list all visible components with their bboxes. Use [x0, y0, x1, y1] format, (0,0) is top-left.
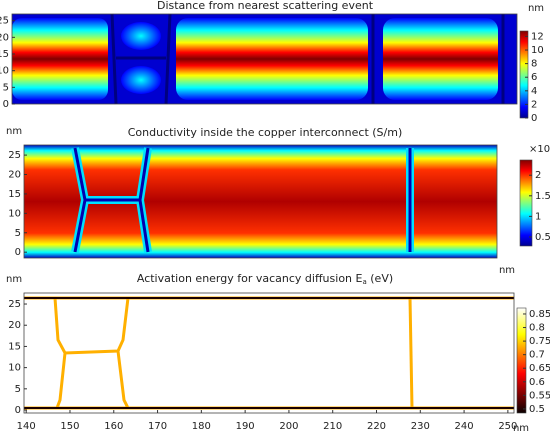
x-unit: nm: [513, 423, 529, 432]
colorbar: [516, 307, 527, 414]
colorbar-tick-label: 0.75: [529, 336, 550, 347]
y-tick-label: 10: [8, 208, 21, 219]
title-text: Conductivity inside the copper interconn…: [128, 126, 403, 139]
x-tick-label: 220: [367, 421, 386, 432]
x-tick-label: 250: [498, 421, 517, 432]
y-tick-label: 5: [15, 228, 21, 239]
y-tick-label: 5: [3, 82, 9, 93]
x-tick-label: 230: [411, 421, 430, 432]
y-tick-label: 5: [15, 384, 21, 395]
y-tick-label: 15: [0, 49, 9, 60]
colorbar-tick-label: 0.65: [529, 363, 550, 374]
y-tick-label: 10: [0, 66, 9, 77]
heatmap-conductivity: [24, 145, 497, 258]
title-text: Activation energy for vacancy diffusion …: [137, 272, 363, 285]
colorbar-tick-label: 0.6: [529, 377, 545, 388]
x-tick-label: 180: [192, 421, 211, 432]
scale-base: ×10: [529, 144, 550, 155]
y-tick-label: 25: [8, 150, 21, 161]
x-tick-label: 170: [148, 421, 167, 432]
x-tick-label: 200: [279, 421, 298, 432]
y-tick-label: 25: [8, 299, 21, 310]
colorbar-tick-label: 0.55: [529, 390, 550, 401]
colorbar-tick-label: 8: [531, 59, 537, 70]
y-tick-label: 20: [8, 170, 21, 181]
x-unit: nm: [499, 265, 515, 276]
chart-title: Distance from nearest scattering event: [157, 0, 374, 12]
plot-frame: [23, 292, 515, 414]
colorbar-scale: ×107: [529, 141, 550, 155]
title-suffix: (eV): [367, 272, 393, 285]
colorbar-tick-label: 0.5: [535, 232, 550, 243]
colorbar: [519, 30, 529, 119]
y-tick-label: 15: [8, 341, 21, 352]
colorbar-tick-label: 0: [531, 113, 537, 124]
colorbar-tick-label: 0.8: [529, 323, 545, 334]
x-tick-label: 210: [323, 421, 342, 432]
plot-frame: [23, 144, 498, 259]
colorbar-tick-label: 1.5: [535, 191, 550, 202]
heatmap-distance: [12, 13, 517, 105]
colorbar-tick-label: 0.85: [529, 309, 550, 320]
y-tick-label: 0: [15, 247, 21, 258]
y-tick-label: 10: [8, 363, 21, 374]
colorbar-tick-label: 12: [531, 31, 544, 42]
chart-title: Activation energy for vacancy diffusion …: [137, 272, 393, 286]
colorbar-tick-label: 4: [531, 86, 537, 97]
y-tick-label: 20: [0, 32, 9, 43]
y-tick-label: 20: [8, 320, 21, 331]
colorbar-unit: nm: [528, 3, 544, 14]
x-tick-label: 150: [60, 421, 79, 432]
title-text: Distance from nearest scattering event: [157, 0, 374, 12]
heatmap-activation: [24, 293, 514, 413]
y-tick-label: 0: [3, 99, 9, 110]
y-unit: nm: [6, 274, 22, 285]
colorbar-tick-label: 10: [531, 45, 544, 56]
colorbar-tick-label: 1: [535, 211, 541, 222]
colorbar-tick-label: 2: [531, 99, 537, 110]
chart-title: Conductivity inside the copper interconn…: [128, 126, 403, 139]
colorbar-tick-label: 0.7: [529, 350, 545, 361]
y-tick-label: 15: [8, 189, 21, 200]
x-tick-label: 140: [17, 421, 36, 432]
plot-frame: [11, 13, 518, 105]
x-tick-label: 190: [236, 421, 255, 432]
title-subscript: a: [362, 278, 366, 286]
x-tick-label: 240: [455, 421, 474, 432]
x-tick-label: 160: [104, 421, 123, 432]
y-unit: nm: [6, 126, 22, 137]
colorbar-tick-label: 6: [531, 72, 537, 83]
colorbar-tick-label: 2: [535, 170, 541, 181]
y-tick-label: 25: [0, 16, 9, 27]
colorbar-tick-label: 0.5: [529, 404, 545, 415]
colorbar: [519, 159, 533, 247]
y-tick-label: 0: [15, 405, 21, 416]
